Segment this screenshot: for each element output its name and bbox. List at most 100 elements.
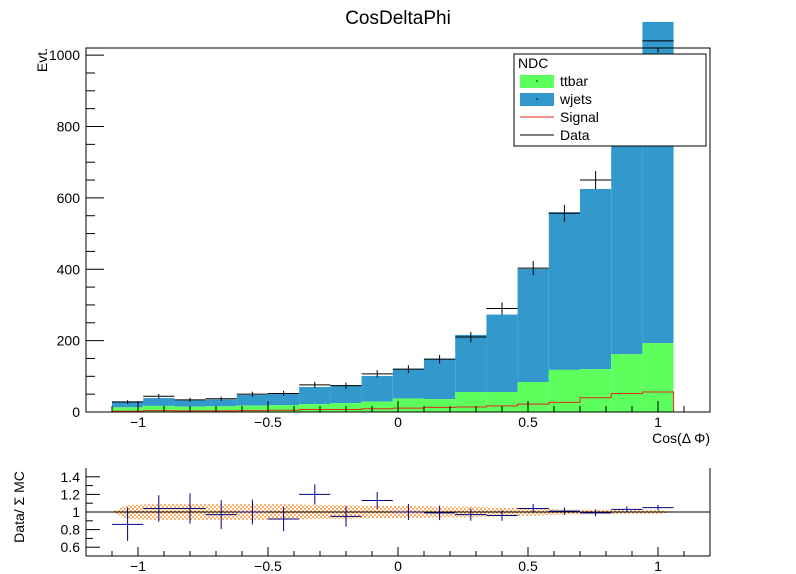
data-point	[236, 391, 268, 397]
x-tick-label: 1	[654, 414, 662, 430]
ratio-x-tick-label: −0.5	[254, 558, 282, 574]
ttbar-bar	[143, 405, 175, 412]
data-point	[392, 365, 424, 374]
ratio-y-axis-label: Data/ Σ MC	[11, 471, 27, 543]
y-axis-label: Evt.	[34, 48, 50, 72]
y-tick-label: 800	[57, 119, 81, 135]
data-point	[580, 170, 612, 190]
wjets-bar	[548, 212, 580, 370]
data-point	[486, 302, 518, 315]
ratio-x-tick-label: 0	[394, 558, 402, 574]
y-tick-label: 0	[72, 404, 80, 420]
ratio-point	[580, 509, 612, 517]
ratio-point	[424, 505, 456, 521]
legend-label-wjets: wjets	[559, 91, 592, 107]
y-tick-label: 600	[57, 190, 81, 206]
ttbar-bar	[424, 399, 456, 412]
y-tick-label: 1000	[49, 47, 80, 63]
data-point	[548, 204, 580, 222]
ratio-point	[205, 500, 237, 530]
legend-label-signal: Signal	[560, 109, 599, 125]
x-axis-label: Cos(Δ Φ)	[652, 430, 710, 446]
wjets-bar	[392, 368, 424, 399]
ttbar-bar	[486, 392, 518, 412]
ratio-plot: 0.60.8 1 1.21.4 −1 −0.5 0 0.5 1 Data/ Σ MC	[11, 468, 711, 574]
y-tick-label: 200	[57, 333, 81, 349]
y-tick-label: 400	[57, 261, 81, 277]
wjets-bar	[205, 399, 237, 407]
ratio-point	[361, 492, 393, 510]
ratio-point	[455, 508, 487, 521]
ratio-point	[330, 506, 362, 527]
ttbar-bar	[642, 343, 674, 412]
ratio-x-tick-label: −1	[130, 558, 146, 574]
ratio-point	[517, 504, 549, 513]
data-point	[299, 381, 331, 388]
x-tick-label: 0	[394, 414, 402, 430]
wjets-bar	[330, 385, 362, 404]
wjets-bar	[580, 188, 612, 370]
ratio-point	[174, 493, 206, 524]
legend-label-data: Data	[560, 127, 590, 143]
ttbar-bar	[268, 405, 300, 412]
wjets-bar	[112, 401, 144, 408]
data-point	[330, 382, 362, 389]
x-tick-label: 0.5	[518, 414, 538, 430]
legend-marker-wjets	[536, 98, 538, 100]
ttbar-bar	[392, 398, 424, 412]
legend-title: NDC	[518, 55, 548, 71]
ttbar-bar	[517, 382, 549, 412]
ttbar-bar	[112, 407, 144, 412]
data-point	[268, 390, 300, 397]
x-tick-label: −1	[130, 414, 146, 430]
legend-label-ttbar: ttbar	[560, 73, 588, 89]
data-point	[174, 397, 206, 402]
ratio-y-tick-label: 0.8	[61, 522, 81, 538]
ttbar-bar	[236, 405, 268, 412]
ttbar-bar	[611, 354, 643, 412]
wjets-bar	[236, 394, 268, 406]
wjets-bar	[455, 334, 487, 393]
ratio-y-tick-label: 1.4	[61, 469, 81, 485]
ttbar-bar	[548, 369, 580, 412]
ratio-x-tick-label: 1	[654, 558, 662, 574]
ratio-point	[143, 495, 175, 522]
ratio-y-tick-label: 1	[72, 504, 80, 520]
data-point	[143, 393, 175, 399]
signal-step-line	[86, 391, 710, 413]
wjets-bar	[517, 268, 549, 383]
ttbar-bar	[455, 392, 487, 412]
ratio-x-tick-label: 0.5	[518, 558, 538, 574]
ttbar-bar	[299, 404, 331, 412]
ratio-point	[486, 510, 518, 521]
ratio-y-tick-label: 0.6	[61, 539, 81, 555]
ratio-point	[299, 484, 331, 505]
data-point	[517, 261, 549, 276]
ratio-point	[236, 499, 268, 525]
wjets-bar	[424, 358, 456, 400]
legend-marker-ttbar	[536, 80, 538, 82]
ratio-point	[548, 507, 580, 515]
ratio-point	[611, 506, 643, 513]
ratio-point	[268, 506, 300, 532]
data-point	[455, 331, 487, 343]
data-point	[642, 40, 674, 53]
wjets-bar	[268, 393, 300, 406]
chart-title: CosDeltaPhi	[345, 8, 451, 29]
legend: NDC ttbar wjets Signal Data	[513, 53, 707, 147]
wjets-bar	[174, 400, 206, 407]
ratio-y-tick-label: 1.2	[61, 486, 81, 502]
wjets-bar	[143, 398, 175, 406]
wjets-bar	[361, 375, 393, 402]
data-point	[205, 396, 237, 401]
ratio-point	[112, 507, 144, 541]
data-point	[424, 354, 456, 364]
ttbar-bar	[205, 406, 237, 412]
x-tick-label: −0.5	[254, 414, 282, 430]
ttbar-bar	[580, 369, 612, 412]
legend-box	[513, 53, 707, 147]
ttbar-bar	[361, 401, 393, 412]
ratio-point	[642, 504, 674, 511]
wjets-bar	[299, 387, 331, 405]
